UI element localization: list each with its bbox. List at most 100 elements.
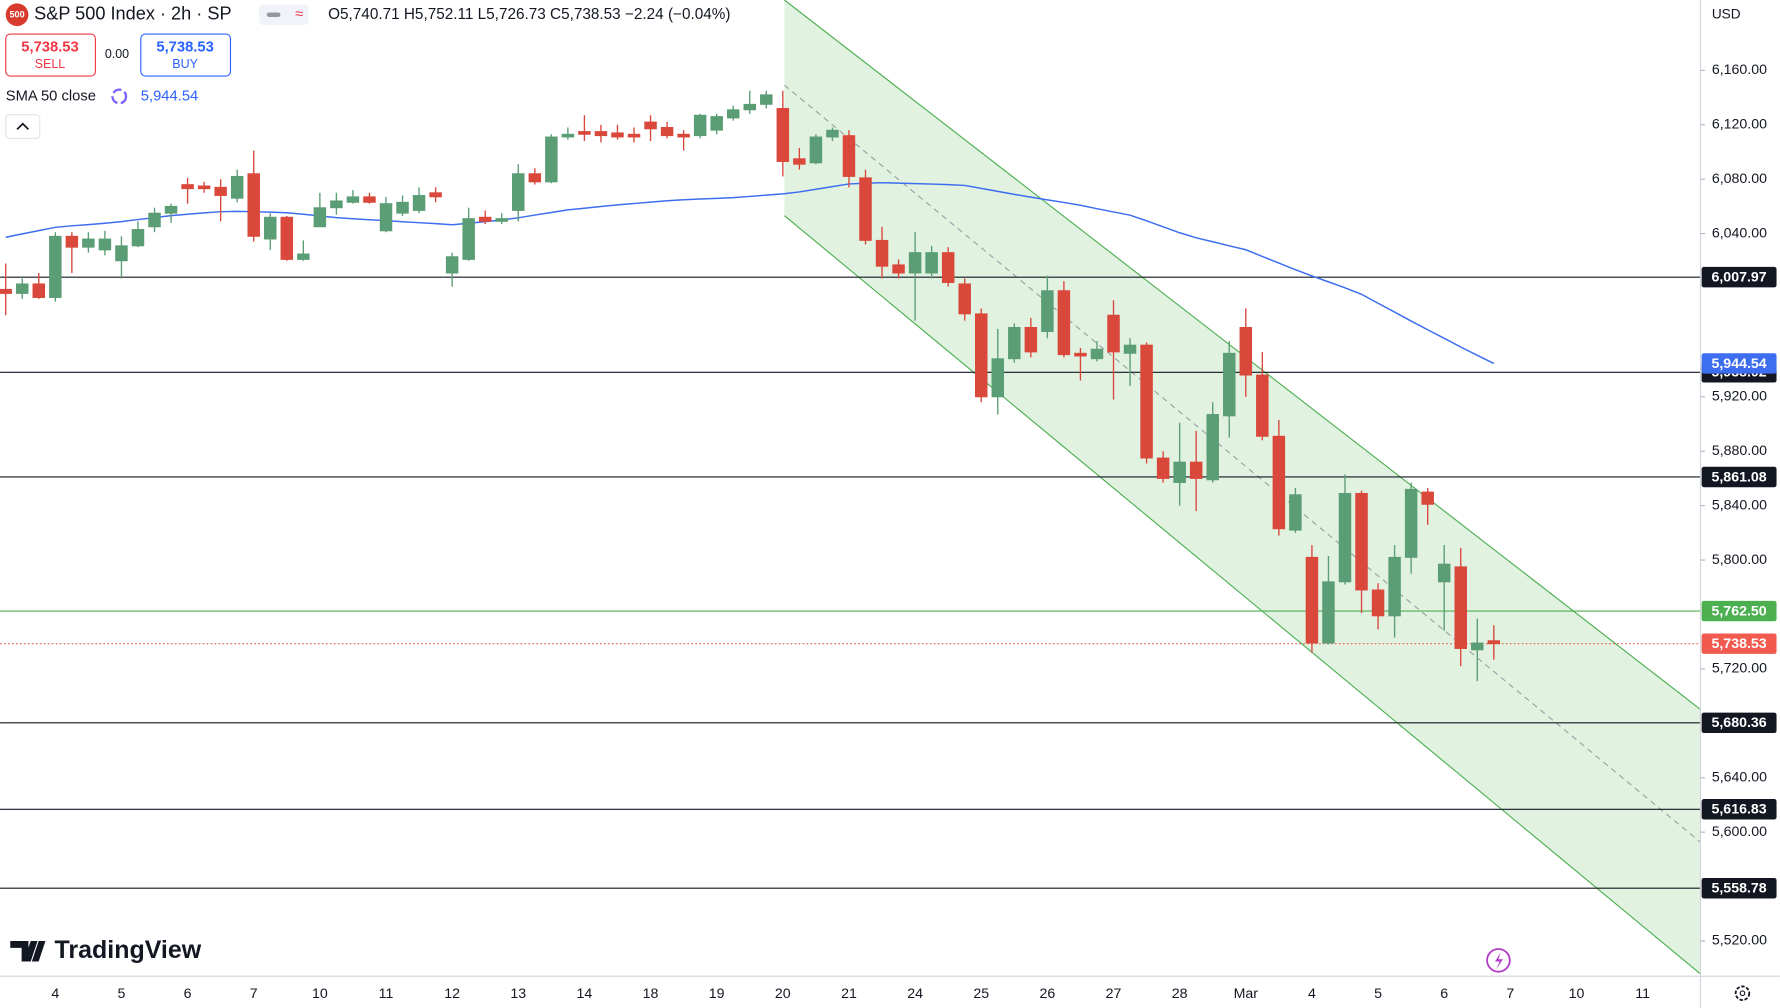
sma-tag — [1701, 353, 1777, 374]
candle-body — [65, 235, 79, 248]
y-tick-label: 5,920.00 — [1712, 389, 1767, 405]
price-level-tag-label: 5,861.08 — [1711, 469, 1766, 485]
candle-body — [1057, 290, 1071, 356]
spread: 0.00 — [105, 47, 129, 61]
candle-body — [462, 218, 475, 260]
sell-price: 5,738.53 — [21, 40, 78, 56]
candle-body — [859, 177, 872, 241]
candle-body — [1024, 326, 1038, 353]
candle-body — [561, 133, 575, 138]
symbol-title[interactable]: S&P 500 Index · 2h · SP — [34, 4, 232, 24]
indicator-name[interactable]: SMA 50 close — [6, 88, 96, 104]
channel-lower — [784, 215, 1701, 975]
candle-body — [611, 132, 624, 138]
alert-bolt — [1495, 952, 1503, 970]
candle-body — [892, 264, 905, 274]
candle-body — [230, 175, 244, 199]
candle-body — [1008, 326, 1021, 360]
x-tick-label: 28 — [1172, 986, 1188, 1002]
x-tick-label: 27 — [1106, 986, 1122, 1002]
candle-body — [131, 229, 145, 247]
sell-button[interactable] — [5, 33, 96, 77]
candle-body — [875, 239, 889, 267]
candle-body — [297, 253, 310, 260]
candle-body — [478, 216, 492, 222]
candle-body — [363, 196, 376, 203]
y-tick-label: 6,040.00 — [1712, 225, 1767, 241]
candle-body — [280, 216, 294, 260]
candle-body — [594, 131, 608, 137]
candle-body — [148, 212, 161, 228]
x-tick-label: 7 — [250, 986, 258, 1002]
collapse-button[interactable] — [5, 114, 41, 140]
candle-body — [826, 129, 839, 138]
y-tick-label: 5,520.00 — [1712, 933, 1767, 949]
x-tick-label: 24 — [907, 986, 923, 1002]
x-tick-label: 10 — [312, 986, 328, 1002]
price-level-tag — [1701, 712, 1777, 734]
buy-label: BUY — [172, 57, 198, 71]
candle-body — [1090, 348, 1104, 360]
x-tick-label: 14 — [577, 986, 593, 1002]
candle-body — [32, 283, 46, 298]
price-level-tag-label: 5,680.36 — [1711, 715, 1766, 731]
candle-body — [1206, 414, 1219, 481]
x-tick-label: 20 — [775, 986, 791, 1002]
settings-icon[interactable] — [1734, 985, 1751, 1001]
currency[interactable]: USD — [1712, 6, 1741, 21]
regression-channel — [784, 0, 1701, 974]
candle-body — [710, 116, 723, 131]
candle-body — [545, 136, 558, 183]
x-tick-label: 19 — [709, 986, 725, 1002]
buy-price: 5,738.53 — [156, 40, 213, 56]
candle-body — [1256, 374, 1269, 437]
candle-body — [677, 133, 690, 138]
candle-body — [991, 358, 1005, 398]
candle-body — [1074, 352, 1087, 357]
x-tick-label: 5 — [1374, 986, 1382, 1002]
status-icon: ≈ — [295, 7, 303, 23]
candle-body — [1239, 326, 1253, 376]
y-tick-label: 5,880.00 — [1712, 443, 1767, 459]
y-tick-label: 5,800.00 — [1712, 552, 1767, 568]
x-tick-label: 6 — [1440, 986, 1448, 1002]
price-level-tag — [1701, 633, 1777, 654]
x-tick-label: 25 — [973, 986, 989, 1002]
candle-body — [1272, 435, 1286, 530]
candle-body — [181, 184, 194, 190]
candle-body — [346, 196, 360, 203]
price-level-tag-label: 5,616.83 — [1711, 802, 1766, 818]
x-tick-label: Mar — [1234, 986, 1259, 1002]
candle-body — [842, 135, 856, 177]
y-tick-label: 5,840.00 — [1712, 497, 1767, 513]
y-tick-label: 5,600.00 — [1712, 824, 1767, 840]
candle-body — [1487, 640, 1501, 645]
candle-body — [197, 185, 211, 190]
candle-body — [793, 158, 806, 165]
candle-body — [313, 207, 327, 228]
candle-body — [776, 107, 790, 162]
candle-body — [578, 131, 591, 135]
candle-body — [908, 252, 922, 274]
buy-button[interactable] — [140, 33, 232, 77]
x-tick-label: 10 — [1569, 986, 1585, 1002]
candle-body — [1189, 461, 1203, 479]
x-tick-label: 21 — [841, 986, 857, 1002]
price-level-tag — [1701, 466, 1777, 488]
candle-body — [214, 186, 227, 196]
candle-body — [1355, 492, 1368, 591]
candle-body — [760, 94, 773, 105]
candle-body — [1123, 344, 1137, 354]
status-dot — [266, 12, 281, 18]
candle-body — [1454, 566, 1467, 649]
candle-body — [726, 109, 740, 119]
brand-name: TradingView — [55, 936, 202, 964]
price-level-tag-label: 5,762.50 — [1711, 603, 1766, 619]
candle-body — [644, 121, 657, 130]
price-level-tag-label: 6,007.97 — [1711, 269, 1766, 285]
alert-icon[interactable] — [1486, 948, 1511, 973]
x-tick-label: 12 — [444, 986, 460, 1002]
candle-body — [1289, 494, 1302, 531]
candle-body — [0, 288, 12, 294]
